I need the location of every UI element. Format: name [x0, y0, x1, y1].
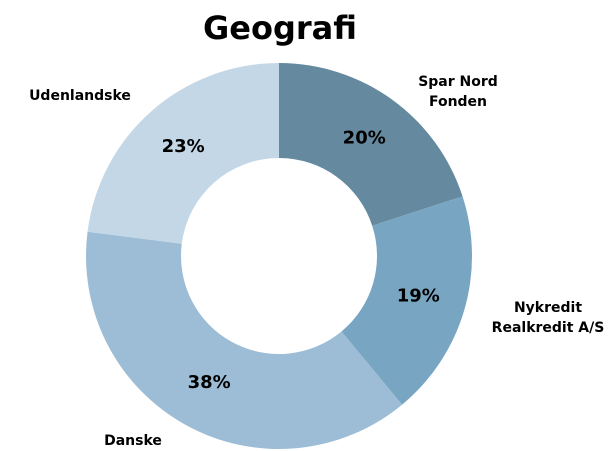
- donut-slice: [86, 231, 403, 449]
- value-label: 19%: [397, 285, 440, 306]
- category-label: Udenlandske: [29, 88, 131, 104]
- value-label: 38%: [188, 372, 231, 393]
- value-label: 23%: [162, 136, 205, 157]
- donut-slice: [87, 62, 279, 244]
- category-label: Spar Nord Fonden: [418, 74, 498, 110]
- value-label: 20%: [343, 128, 386, 149]
- chart-title: Geografi: [203, 9, 357, 47]
- donut-slice: [341, 196, 472, 405]
- category-label: Nykredit Realkredit A/S: [491, 300, 605, 336]
- donut-slice: [279, 63, 463, 226]
- category-label: Danske: [104, 433, 162, 449]
